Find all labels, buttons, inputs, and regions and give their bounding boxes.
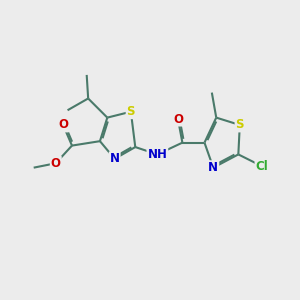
Text: O: O <box>51 157 61 170</box>
Text: N: N <box>110 152 120 165</box>
Text: Cl: Cl <box>256 160 268 173</box>
Text: S: S <box>236 118 244 131</box>
Text: O: O <box>173 112 183 126</box>
Text: NH: NH <box>147 148 167 161</box>
Text: S: S <box>127 105 135 118</box>
Text: O: O <box>58 118 68 131</box>
Text: N: N <box>208 161 218 174</box>
